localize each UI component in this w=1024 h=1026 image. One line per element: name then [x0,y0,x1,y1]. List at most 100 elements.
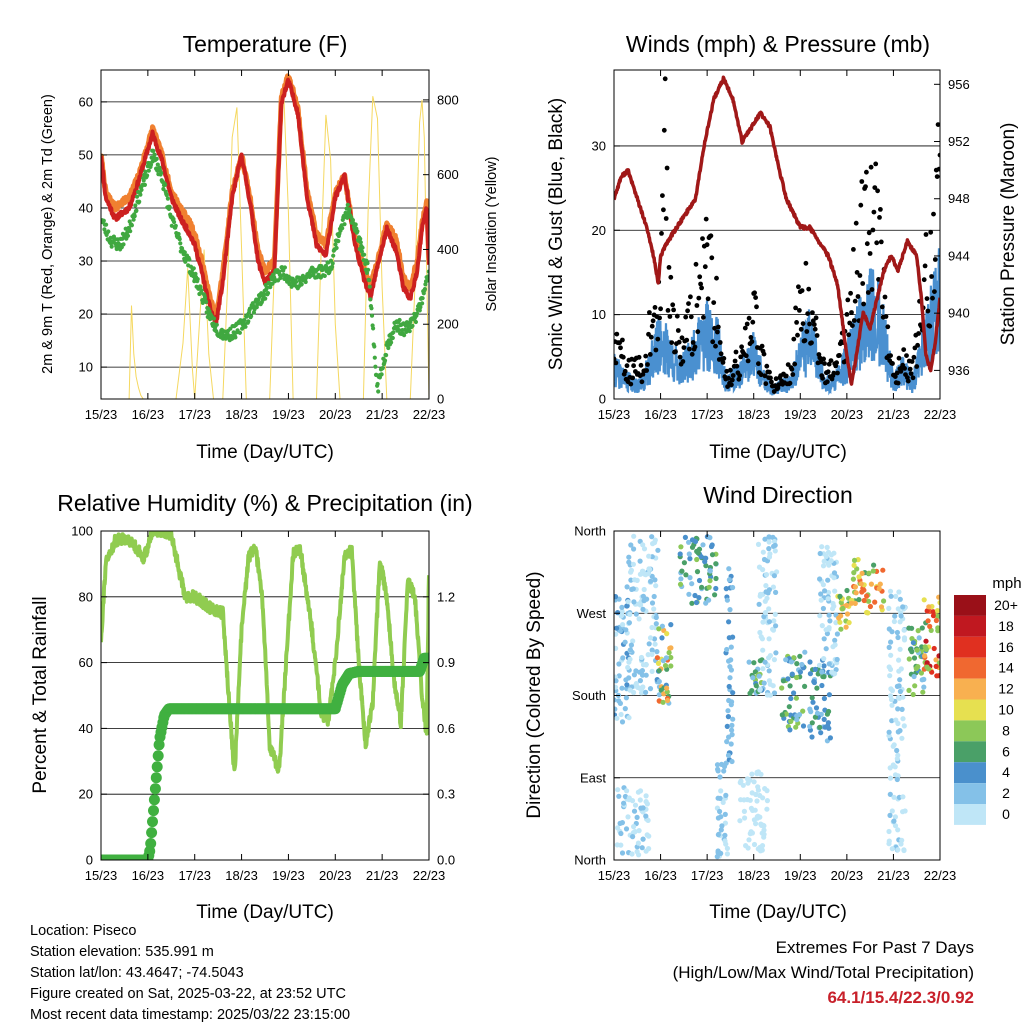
gust-point [708,233,714,239]
speed-legend-swatch [954,636,986,658]
direction-point [631,533,637,539]
direction-point [725,708,731,714]
rh-ytick-right-label: 0.0 [437,853,455,868]
direction-point [666,650,672,656]
direction-point [687,575,693,581]
direction-point [619,685,625,691]
temp-ytick-label: 50 [79,147,93,162]
direction-point [664,685,670,691]
direction-point [923,646,930,653]
rh-xtick-label: 19/23 [272,868,305,883]
direction-point [724,845,731,852]
direction-point [837,619,843,625]
direction-point [707,568,713,574]
temperature-xlabel: Time (Day/UTC) [196,442,334,463]
winds-xlabel: Time (Day/UTC) [709,442,847,463]
gust-point [845,297,851,303]
direction-point [715,768,721,774]
direction-point [759,847,765,853]
direction-point [766,636,772,642]
dewpoint-point [372,344,377,349]
direction-point [756,601,762,607]
direction-point [817,724,823,731]
direction-point [934,608,940,614]
direction-point [868,581,875,587]
gust-point [762,373,768,379]
gust-point [763,381,769,387]
rainfall-point [146,827,158,839]
dewpoint-point [404,329,409,334]
direction-point [861,597,867,604]
direction-point [830,606,836,612]
gust-point [684,337,690,343]
gust-point [875,188,880,194]
direction-point [753,821,759,827]
dewpoint-point [373,364,378,369]
wind-xtick-label: 21/23 [877,407,910,422]
speed-legend-label: 10 [998,702,1014,718]
dewpoint-point [176,231,181,237]
direction-point [930,613,937,619]
wind-ytick-right-label: 948 [948,191,970,206]
dewpoint-point [369,313,375,318]
dewpoint-point [178,241,183,246]
temperature-ylabel-left: 2m & 9m T (Red, Orange) & 2m Td (Green) [40,94,56,374]
direction-point [639,668,646,674]
wind-ytick-right-label: 944 [948,248,970,263]
direction-point [645,652,651,658]
rh-xtick-label: 15/23 [85,868,118,883]
direction-point [760,795,766,801]
gust-point [711,300,717,305]
direction-point [870,568,876,574]
direction-point [616,673,622,679]
direction-point [687,556,693,562]
gust-point [923,232,929,237]
direction-point [895,827,901,833]
gust-point [753,295,758,300]
gust-point [694,303,700,308]
direction-point [844,587,850,594]
direction-point [722,811,728,818]
direction-point [751,779,757,785]
direction-point [846,620,852,626]
direction-point [895,606,901,612]
direction-point [898,613,904,619]
rh-ytick-label: 20 [79,787,93,802]
gust-point [796,284,801,290]
gust-point [805,311,811,316]
direction-point [706,584,712,590]
winds-ylabel-right: Station Pressure (Maroon) [998,123,1019,346]
direction-point [614,684,619,690]
gust-point [915,342,920,348]
gust-point [914,364,920,369]
direction-point [886,828,892,835]
direction-point [653,621,659,627]
direction-point [890,743,896,749]
direction-point [640,662,647,668]
direction-point [717,774,723,780]
direction-point [637,797,643,803]
direction-point [761,834,767,840]
direction-point [760,549,766,555]
rh-ytick-label: 60 [79,655,93,670]
dewpoint-point [139,187,144,192]
gust-point [909,359,915,364]
direction-point [726,683,732,690]
gust-point [835,370,840,376]
gust-point [810,318,816,324]
gust-point [756,361,761,367]
direction-point [893,593,899,600]
dir-xtick-label: 18/23 [737,868,770,883]
direction-point [821,695,828,702]
direction-point [631,546,637,552]
direction-point [750,675,756,681]
gust-point [650,318,656,324]
direction-point [827,618,833,624]
gust-point [624,363,630,369]
direction-point [643,813,649,819]
direction-point [826,612,832,618]
direction-point [742,815,748,821]
direction-point [689,600,695,606]
direction-point [662,663,669,669]
gust-point [851,247,856,252]
